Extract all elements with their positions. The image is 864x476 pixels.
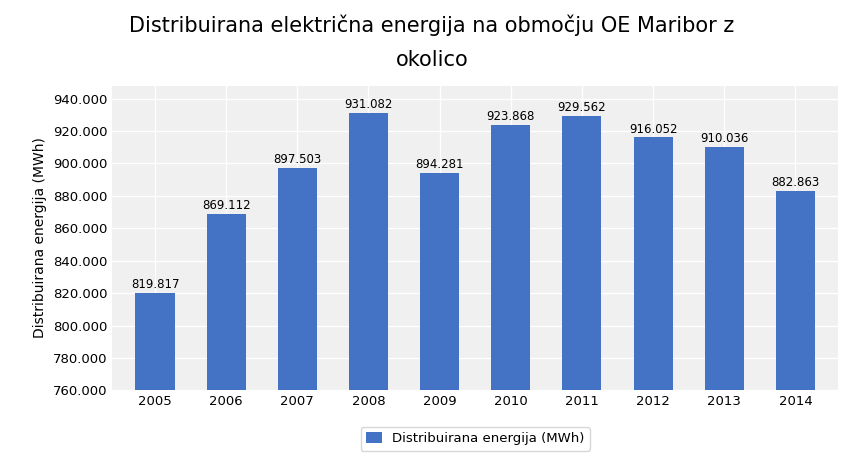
- Text: 929.562: 929.562: [557, 100, 607, 114]
- Y-axis label: Distribuirana energija (MWh): Distribuirana energija (MWh): [34, 138, 48, 338]
- Text: 916.052: 916.052: [629, 122, 677, 136]
- Text: okolico: okolico: [396, 50, 468, 70]
- Text: 931.082: 931.082: [344, 98, 392, 111]
- Text: 869.112: 869.112: [202, 198, 251, 211]
- Bar: [776, 191, 815, 476]
- Text: 894.281: 894.281: [416, 158, 464, 171]
- Bar: [136, 293, 175, 476]
- Text: Distribuirana električna energija na območju OE Maribor z: Distribuirana električna energija na obm…: [130, 14, 734, 36]
- Bar: [277, 168, 317, 476]
- Text: 910.036: 910.036: [700, 132, 748, 145]
- Bar: [562, 116, 601, 476]
- Text: 923.868: 923.868: [486, 110, 535, 123]
- Bar: [705, 147, 744, 476]
- Bar: [633, 138, 673, 476]
- Bar: [420, 173, 459, 476]
- Text: 819.817: 819.817: [130, 278, 179, 291]
- Bar: [349, 113, 388, 476]
- Legend: Distribuirana energija (MWh): Distribuirana energija (MWh): [360, 427, 590, 451]
- Bar: [206, 214, 245, 476]
- Bar: [492, 125, 530, 476]
- Text: 882.863: 882.863: [772, 176, 820, 189]
- Text: 897.503: 897.503: [273, 153, 321, 166]
